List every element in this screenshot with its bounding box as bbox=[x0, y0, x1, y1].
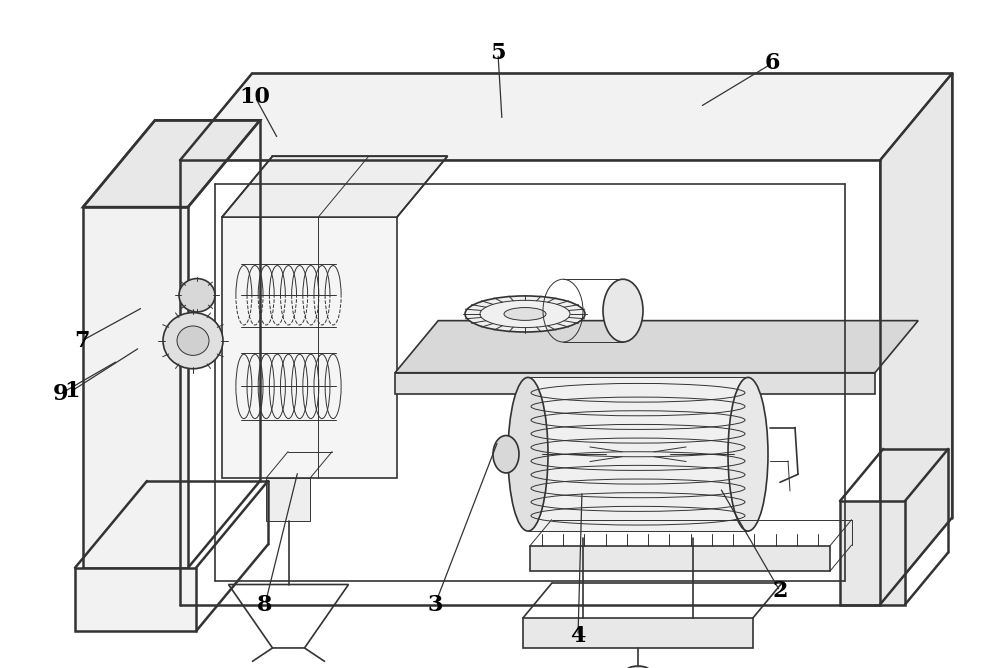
Ellipse shape bbox=[508, 377, 548, 531]
Text: 6: 6 bbox=[764, 53, 780, 74]
Bar bbox=[523, 618, 753, 648]
Polygon shape bbox=[528, 377, 748, 531]
Text: 2: 2 bbox=[772, 580, 788, 602]
Ellipse shape bbox=[465, 296, 585, 332]
Ellipse shape bbox=[626, 666, 650, 668]
Text: 3: 3 bbox=[427, 594, 443, 615]
Ellipse shape bbox=[603, 279, 643, 342]
Ellipse shape bbox=[177, 326, 209, 355]
Bar bbox=[840, 501, 905, 605]
Polygon shape bbox=[880, 73, 952, 605]
Ellipse shape bbox=[179, 279, 215, 312]
Bar bbox=[83, 207, 188, 568]
Bar bbox=[530, 546, 830, 571]
Polygon shape bbox=[83, 120, 260, 207]
Polygon shape bbox=[180, 73, 952, 160]
Bar bbox=[75, 568, 196, 631]
Polygon shape bbox=[395, 373, 875, 394]
Polygon shape bbox=[222, 156, 447, 217]
Ellipse shape bbox=[504, 307, 546, 321]
Text: 7: 7 bbox=[74, 330, 90, 351]
Text: 1: 1 bbox=[64, 380, 80, 401]
Text: 5: 5 bbox=[490, 43, 506, 64]
Text: 8: 8 bbox=[257, 594, 273, 615]
Polygon shape bbox=[395, 321, 918, 373]
Text: 9: 9 bbox=[52, 383, 68, 405]
Text: 4: 4 bbox=[570, 625, 586, 647]
Text: 10: 10 bbox=[240, 86, 270, 108]
Ellipse shape bbox=[493, 436, 519, 473]
Bar bbox=[266, 478, 310, 521]
Ellipse shape bbox=[163, 313, 223, 369]
Bar bbox=[222, 217, 397, 478]
Ellipse shape bbox=[728, 377, 768, 531]
